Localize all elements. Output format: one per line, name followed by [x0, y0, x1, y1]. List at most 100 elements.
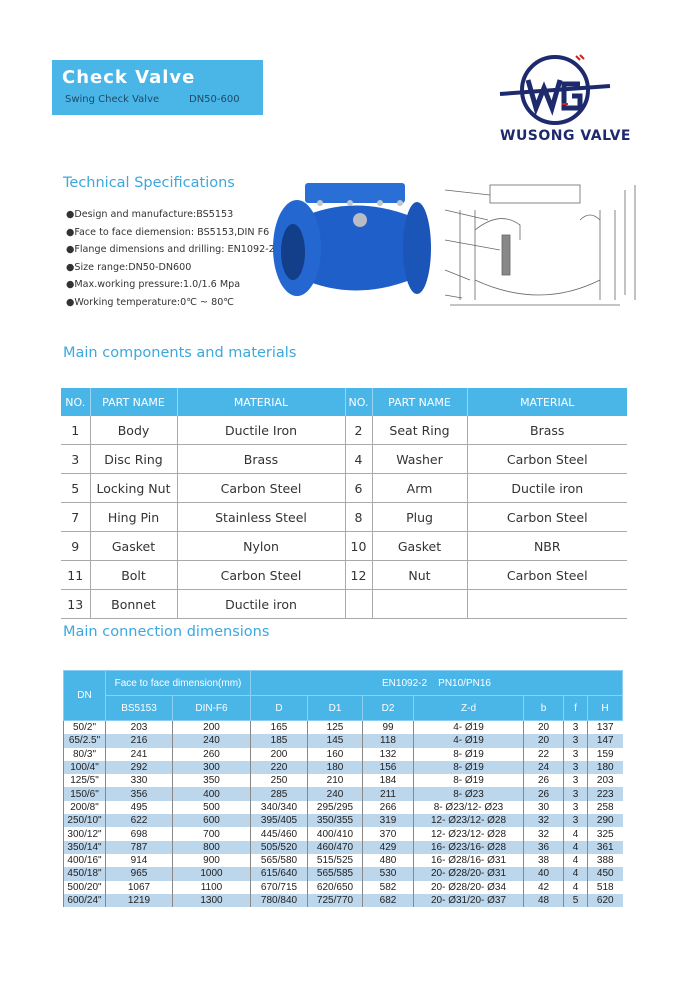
table-cell: 460/470	[307, 840, 363, 854]
table-cell: 445/460	[250, 827, 308, 841]
table-cell: 40	[523, 867, 564, 881]
table-cell: 220	[250, 760, 308, 775]
table-cell: 319	[362, 814, 414, 828]
table-cell: 260	[172, 747, 251, 761]
table-cell: 159	[587, 747, 623, 761]
table-cell: 4- Ø19	[413, 720, 524, 735]
table-cell: 300	[172, 760, 251, 775]
table-cell: 7	[61, 502, 91, 532]
table-cell: 223	[587, 787, 623, 801]
table-cell: 450/18"	[63, 867, 106, 881]
table-cell: Nut	[372, 560, 468, 590]
table-cell: 615/640	[250, 867, 308, 881]
table-cell	[372, 589, 468, 619]
table-cell: 4	[563, 827, 588, 841]
table-cell: 4	[563, 840, 588, 854]
table-cell: 388	[587, 853, 623, 868]
table-cell: 26	[523, 787, 564, 801]
table-row: 250/10" 622 600 395/405 350/355 319 12- Ø23/12…	[63, 814, 623, 828]
table-cell: Carbon Steel	[467, 560, 627, 590]
table-cell: 4- Ø19	[413, 734, 524, 748]
table-row: 9 Gasket Nylon 10 Gasket NBR	[61, 531, 627, 561]
table-cell: Brass	[177, 444, 346, 474]
table-row: 400/16" 914 900 565/580 515/525 480 16- Ø28/16…	[63, 853, 623, 868]
table-cell: 356	[105, 787, 173, 801]
spec-item: ●Size range:DN50-DN600	[66, 261, 192, 273]
table-header-row: NO. PART NAME MATERIAL NO. PART NAME MAT…	[61, 388, 627, 416]
brand-logo-icon	[499, 54, 611, 125]
table-cell: 682	[362, 893, 414, 908]
col-header: D2	[362, 695, 414, 721]
spec-item: ●Max.working pressure:1.0/1.6 Mpa	[66, 279, 241, 291]
table-cell: 400	[172, 787, 251, 801]
table-cell: 4	[345, 444, 373, 474]
table-cell: 11	[61, 560, 91, 590]
table-cell: 495	[105, 800, 173, 815]
table-cell: 1300	[172, 893, 251, 908]
table-cell: 20	[523, 734, 564, 748]
table-cell: 137	[587, 720, 623, 735]
table-cell: 32	[523, 814, 564, 828]
table-cell: 125	[307, 720, 363, 735]
table-cell: Gasket	[90, 531, 178, 561]
table-cell: 565/580	[250, 853, 308, 868]
table-cell: Ductile iron	[177, 589, 346, 619]
table-row: 11 Bolt Carbon Steel 12 Nut Carbon Steel	[61, 560, 627, 590]
table-cell: 965	[105, 867, 173, 881]
components-table: NO. PART NAME MATERIAL NO. PART NAME MAT…	[61, 388, 627, 619]
table-cell: 325	[587, 827, 623, 841]
table-cell: 10	[345, 531, 373, 561]
table-cell: 500	[172, 800, 251, 815]
table-row: 150/6" 356 400 285 240 211 8- Ø23 26 3 223	[63, 787, 623, 801]
table-cell: 203	[105, 720, 173, 735]
table-cell: 8	[345, 502, 373, 532]
table-cell: 1067	[105, 880, 173, 894]
table-cell: 118	[362, 734, 414, 748]
table-cell: 290	[587, 814, 623, 828]
table-cell: 250	[250, 774, 308, 788]
table-cell: 12- Ø23/12- Ø28	[413, 814, 524, 828]
table-cell: 3	[563, 787, 588, 801]
table-cell: 20- Ø31/20- Ø37	[413, 893, 524, 908]
spec-list: ●Design and manufacture:BS5153 ●Face to …	[66, 206, 275, 312]
table-cell: 698	[105, 827, 173, 841]
table-cell: 350	[172, 774, 251, 788]
table-cell: 32	[523, 827, 564, 841]
spec-item: ●Design and manufacture:BS5153	[66, 209, 234, 220]
table-row: 100/4" 292 300 220 180 156 8- Ø19 24 3 180	[63, 760, 623, 775]
table-cell: 48	[523, 893, 564, 908]
col-header: PART NAME	[372, 388, 468, 416]
table-cell: 565/585	[307, 867, 363, 881]
table-cell: 8- Ø19	[413, 774, 524, 788]
table-row: 3 Disc Ring Brass 4 Washer Carbon Steel	[61, 444, 627, 474]
table-cell: 900	[172, 853, 251, 868]
table-cell: 9	[61, 531, 91, 561]
table-cell: 5	[563, 893, 588, 908]
spec-item: ●Working temperature:0℃ ~ 80℃	[66, 296, 235, 308]
table-cell: 20- Ø28/20- Ø34	[413, 880, 524, 894]
table-cell: 480	[362, 853, 414, 868]
col-header-dn: DN	[63, 670, 106, 721]
tech-spec-heading: Technical Specifications	[63, 175, 235, 191]
table-cell: 4	[563, 880, 588, 894]
table-cell: 180	[307, 760, 363, 775]
table-cell: 65/2.5"	[63, 734, 106, 748]
table-cell: 395/405	[250, 814, 308, 828]
table-cell: 340/340	[250, 800, 308, 815]
table-row: 125/5" 330 350 250 210 184 8- Ø19 26 3 203	[63, 774, 623, 788]
table-cell: 80/3"	[63, 747, 106, 761]
table-cell: 505/520	[250, 840, 308, 854]
table-cell: 622	[105, 814, 173, 828]
table-cell: 3	[563, 774, 588, 788]
table-cell: 700	[172, 827, 251, 841]
table-row: 5 Locking Nut Carbon Steel 6 Arm Ductile iron	[61, 473, 627, 503]
col-header: MATERIAL	[177, 388, 346, 416]
table-cell: 24	[523, 760, 564, 775]
table-cell: 216	[105, 734, 173, 748]
table-cell: 200/8"	[63, 800, 106, 815]
table-cell: 500/20"	[63, 880, 106, 894]
valve-photo	[273, 183, 431, 296]
table-cell: 42	[523, 880, 564, 894]
table-cell: 600	[172, 814, 251, 828]
